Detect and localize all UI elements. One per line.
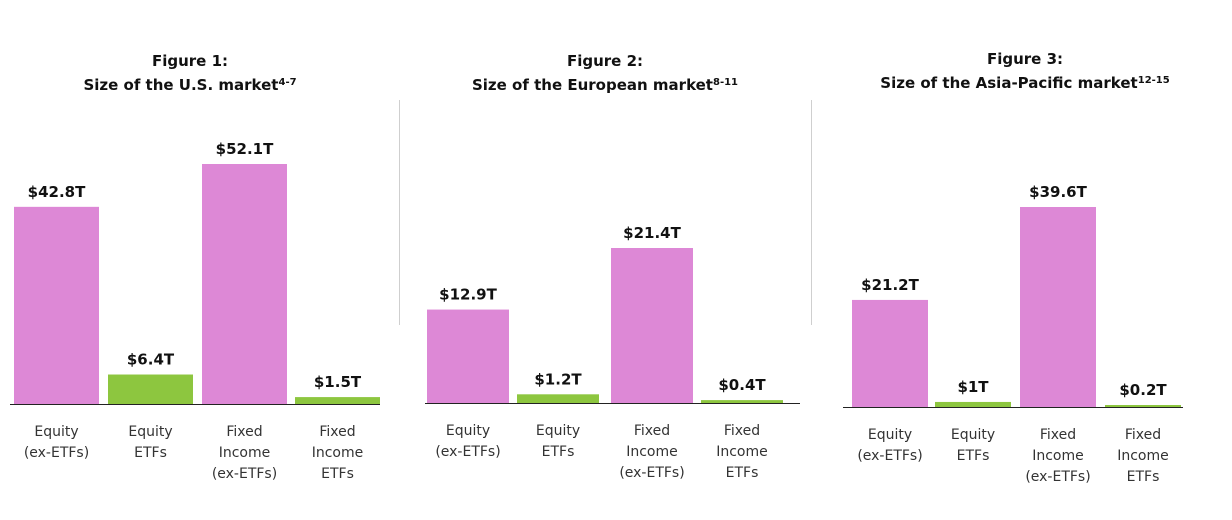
bar-1 — [14, 206, 99, 404]
bar-value-label: $52.1T — [216, 140, 274, 158]
category-label: Equity (ex-ETFs) — [857, 427, 922, 464]
bar-4 — [295, 397, 380, 404]
category-label: Fixed Income (ex-ETFs) — [1025, 427, 1090, 485]
figure-label: Figure 3: — [986, 50, 1064, 68]
bar-2 — [935, 401, 1011, 407]
bar-3 — [611, 248, 693, 403]
bar-value-label: $39.6T — [1029, 183, 1087, 201]
bar-value-label: $21.2T — [861, 276, 919, 294]
bar-4 — [1105, 405, 1181, 407]
bar-chart-europe: $12.9T Equity (ex-ETFs) $1.2T Equity ETFs $21.… — [425, 224, 800, 481]
category-label: Equity (ex-ETFs) — [435, 423, 500, 460]
chart-subtitle: Size of the European market8-11 — [471, 76, 739, 94]
bar-4 — [701, 400, 783, 403]
bar-2 — [517, 394, 599, 403]
chart-subtitle: Size of the Asia-Pacific market12-15 — [880, 74, 1170, 92]
chart-title: Figure 1: Size of the U.S. market4-7 — [0, 50, 380, 96]
bar-value-label: $6.4T — [127, 351, 175, 369]
bar-value-label: $0.4T — [718, 376, 766, 394]
bar-value-label: $1T — [957, 378, 989, 396]
chart-subtitle: Size of the U.S. market4-7 — [83, 76, 297, 94]
category-label: Fixed Income ETFs — [1117, 427, 1169, 485]
category-label: Fixed Income ETFs — [312, 424, 364, 482]
bar-chart-asia-pacific: $21.2T Equity (ex-ETFs) $1T Equity ETFs $39.6T… — [843, 183, 1183, 485]
panel-divider — [399, 100, 400, 325]
category-label: Fixed Income (ex-ETFs) — [212, 424, 277, 482]
category-label: Equity ETFs — [128, 424, 172, 461]
bar-2 — [108, 374, 193, 404]
bar-value-label: $21.4T — [623, 224, 681, 242]
bar-1 — [852, 299, 928, 407]
category-label: Equity (ex-ETFs) — [24, 424, 89, 461]
panel-divider — [811, 100, 812, 325]
chart-title: Figure 3: Size of the Asia-Pacific marke… — [825, 48, 1225, 94]
bar-value-label: $1.5T — [314, 373, 362, 391]
category-label: Fixed Income ETFs — [716, 423, 768, 481]
bar-value-label: $1.2T — [534, 370, 582, 388]
bar-value-label: $0.2T — [1119, 381, 1167, 399]
chart-panel-europe: Figure 2: Size of the European market8-1… — [410, 0, 800, 520]
chart-panel-asia-pacific: Figure 3: Size of the Asia-Pacific marke… — [825, 0, 1225, 520]
category-label: Equity ETFs — [951, 427, 995, 464]
bar-3 — [1020, 207, 1096, 407]
bar-3 — [202, 164, 287, 404]
category-label: Equity ETFs — [536, 423, 580, 460]
bar-1 — [427, 309, 509, 403]
bar-chart-us: $42.8T Equity (ex-ETFs) $6.4T Equity ETFs $52.… — [10, 140, 380, 482]
figure-label: Figure 1: — [151, 52, 229, 70]
bar-value-label: $12.9T — [439, 286, 497, 304]
chart-panel-us: Figure 1: Size of the U.S. market4-7 $42… — [0, 0, 380, 520]
category-label: Fixed Income (ex-ETFs) — [619, 423, 684, 481]
figure-label: Figure 2: — [566, 52, 644, 70]
chart-title: Figure 2: Size of the European market8-1… — [410, 50, 800, 96]
bar-value-label: $42.8T — [28, 183, 86, 201]
